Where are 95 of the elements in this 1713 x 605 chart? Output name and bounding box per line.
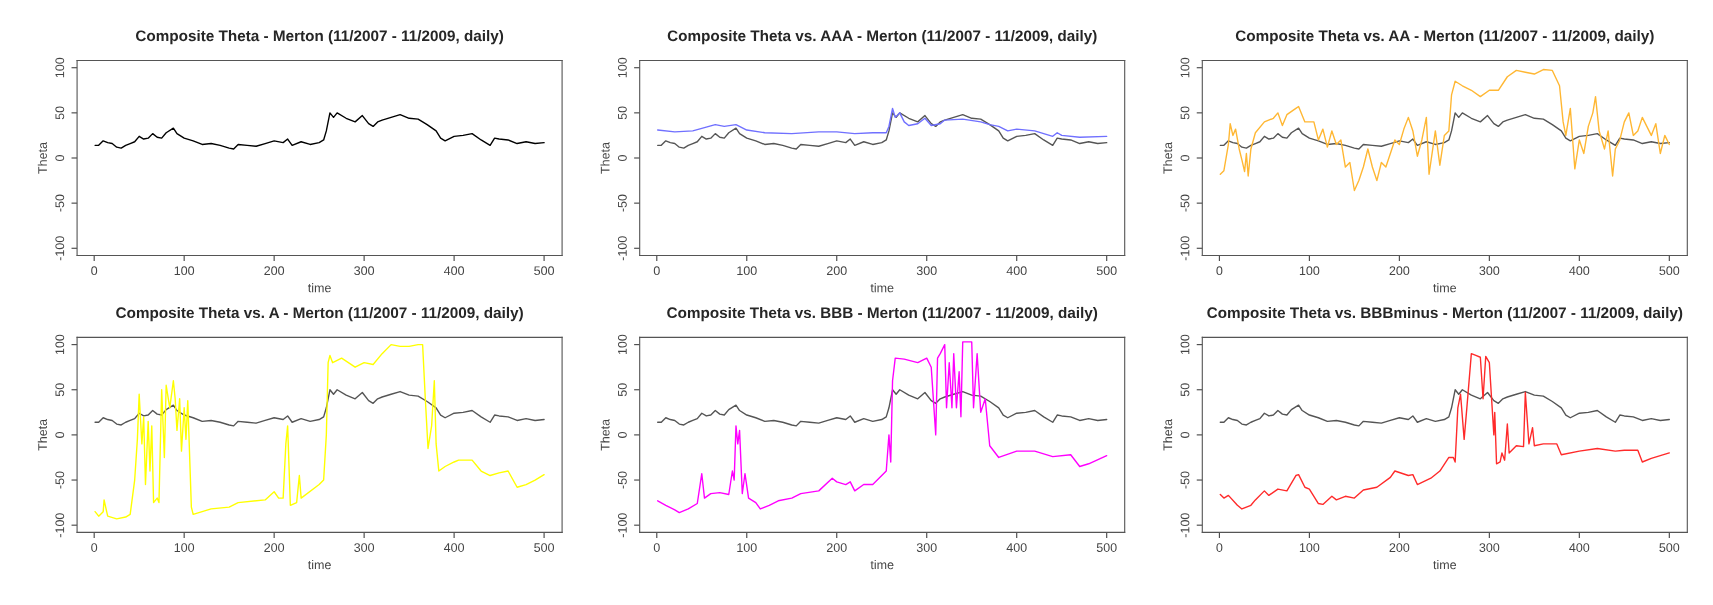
x-tick-label: 400: [1569, 543, 1590, 552]
y-tick-label: -100: [55, 513, 65, 538]
line-series: [94, 389, 545, 427]
x-axis-title: time: [1433, 283, 1457, 293]
x-tick-label: 400: [1569, 266, 1590, 276]
chart-title: Composite Theta - Merton (11/2007 - 11/2009, daily): [135, 29, 504, 45]
x-tick-label: 100: [174, 543, 195, 552]
y-tick-label: 50: [1180, 383, 1190, 397]
x-tick-label: 300: [916, 543, 937, 552]
y-axis-title: Theta: [1163, 418, 1173, 451]
y-tick-label: 0: [1180, 155, 1190, 161]
line-series: [1219, 112, 1671, 150]
y-tick-label: -50: [617, 471, 627, 489]
x-tick-label: 200: [1389, 266, 1410, 276]
y-tick-label: 50: [55, 106, 65, 120]
y-tick-label: 0: [617, 431, 627, 438]
x-tick-label: 300: [354, 266, 375, 276]
chart-title: Composite Theta vs. AAA - Merton (11/2007 - 11/2009, daily): [667, 29, 1097, 45]
y-tick-label: -50: [55, 471, 65, 489]
x-tick-label: 200: [264, 266, 285, 276]
y-tick-label: -50: [617, 194, 627, 212]
x-tick-label: 500: [1096, 543, 1117, 552]
x-tick-label: 300: [916, 266, 937, 276]
y-tick-label: -100: [1180, 236, 1190, 261]
x-tick-label: 300: [354, 543, 375, 552]
x-tick-label: 500: [534, 266, 555, 276]
x-tick-label: 100: [737, 543, 757, 552]
line-series: [656, 389, 1108, 427]
x-tick-label: 0: [653, 543, 660, 552]
x-tick-label: 100: [1299, 543, 1320, 552]
y-tick-label: -50: [55, 194, 65, 212]
y-tick-label: 100: [617, 334, 627, 355]
y-axis-title: Theta: [600, 418, 610, 451]
y-tick-label: 0: [55, 155, 65, 161]
x-tick-label: 100: [174, 266, 195, 276]
x-axis-title: time: [307, 283, 331, 293]
x-tick-label: 0: [1216, 543, 1223, 552]
y-tick-label: 100: [617, 57, 627, 78]
x-tick-label: 100: [1299, 266, 1320, 276]
y-tick-label: 100: [1180, 334, 1190, 355]
line-series: [94, 343, 545, 520]
y-tick-label: 0: [617, 155, 627, 161]
y-tick-label: -100: [617, 513, 627, 538]
y-tick-label: -100: [617, 236, 627, 261]
x-tick-label: 100: [737, 266, 757, 276]
line-series: [656, 341, 1108, 514]
line-series: [1219, 389, 1671, 427]
chart-title: Composite Theta vs. A - Merton (11/2007 - 11/2009, daily): [116, 306, 523, 322]
x-tick-label: 300: [1479, 543, 1500, 552]
y-tick-label: 50: [617, 383, 627, 397]
line-series: [656, 107, 1108, 138]
x-tick-label: 200: [1389, 543, 1410, 552]
x-tick-label: 500: [1659, 266, 1680, 276]
x-axis-title: time: [870, 560, 894, 570]
y-tick-label: -100: [1180, 513, 1190, 538]
x-axis-title: time: [307, 560, 331, 570]
y-tick-label: 50: [1180, 106, 1190, 120]
chart-title: Composite Theta vs. AA - Merton (11/2007 - 11/2009, daily): [1235, 29, 1654, 45]
y-tick-label: 0: [1180, 431, 1190, 438]
x-axis-title: time: [870, 283, 894, 293]
x-tick-label: 200: [826, 543, 847, 552]
x-tick-label: 400: [1006, 543, 1027, 552]
x-tick-label: 200: [826, 266, 847, 276]
y-axis-title: Theta: [37, 418, 47, 451]
x-tick-label: 0: [91, 266, 98, 276]
x-tick-label: 0: [653, 266, 660, 276]
x-tick-label: 0: [91, 543, 98, 552]
y-tick-label: 50: [617, 106, 627, 120]
y-tick-label: 100: [55, 334, 65, 355]
x-tick-label: 300: [1479, 266, 1500, 276]
y-axis-title: Theta: [600, 142, 610, 174]
x-tick-label: 200: [264, 543, 285, 552]
x-tick-label: 400: [443, 543, 465, 552]
x-tick-label: 400: [1006, 266, 1027, 276]
y-tick-label: -50: [1180, 471, 1190, 489]
y-tick-label: -50: [1180, 194, 1190, 212]
line-series: [1219, 68, 1671, 192]
y-tick-label: 50: [55, 383, 65, 397]
x-tick-label: 0: [1216, 266, 1223, 276]
y-axis-title: Theta: [1163, 142, 1173, 174]
y-tick-label: 100: [1180, 57, 1190, 78]
y-tick-label: 0: [55, 431, 65, 438]
x-tick-label: 500: [1659, 543, 1680, 552]
y-axis-title: Theta: [37, 142, 47, 174]
y-tick-label: -100: [55, 236, 65, 261]
x-axis-title: time: [1433, 560, 1457, 570]
x-tick-label: 400: [443, 266, 465, 276]
x-tick-label: 500: [1096, 266, 1117, 276]
line-series: [1219, 352, 1671, 510]
line-series: [656, 112, 1108, 150]
y-tick-label: 100: [55, 57, 65, 78]
x-tick-label: 500: [534, 543, 555, 552]
line-series: [94, 112, 545, 150]
chart-title: Composite Theta vs. BBB - Merton (11/2007 - 11/2009, daily): [667, 306, 1098, 322]
chart-title: Composite Theta vs. BBBminus - Merton (11/2007 - 11/2009, daily): [1207, 306, 1683, 322]
